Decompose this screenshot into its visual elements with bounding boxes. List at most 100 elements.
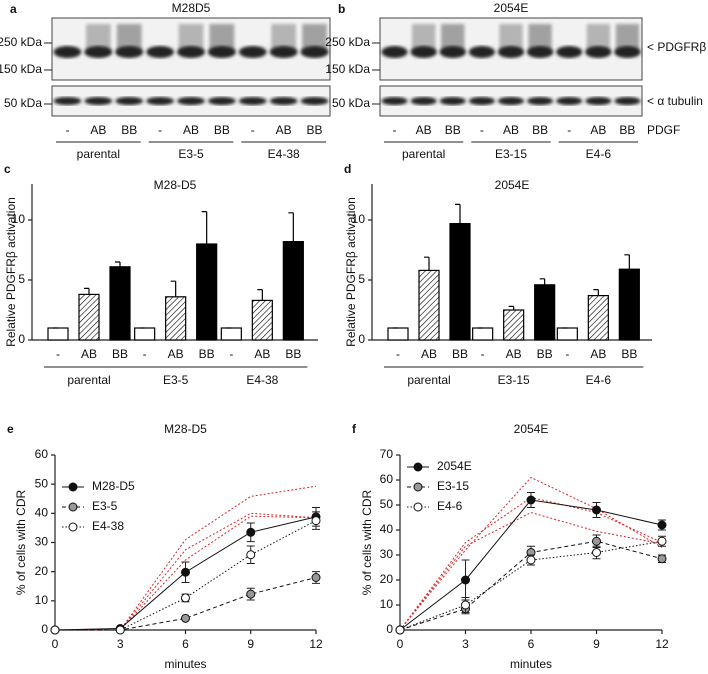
y-tick-label: 5 xyxy=(18,272,25,286)
marker xyxy=(246,589,256,599)
y-tick-label: 70 xyxy=(380,447,394,461)
bar xyxy=(109,266,131,341)
error-bar xyxy=(624,254,630,270)
bar xyxy=(220,327,242,341)
group-label: parental xyxy=(67,373,110,387)
marker xyxy=(311,516,321,526)
bar xyxy=(165,296,187,341)
lane-label: AB xyxy=(590,123,606,137)
marker-label: 150 kDa xyxy=(0,62,42,76)
error-bar xyxy=(593,289,599,296)
legend-marker xyxy=(68,522,78,532)
y-tick-label: 0 xyxy=(386,622,393,636)
x-tick-label: - xyxy=(565,347,569,361)
lane-label: AB xyxy=(276,123,292,137)
legend-marker xyxy=(413,482,423,492)
y-tick-label: 0 xyxy=(41,622,48,636)
bar xyxy=(449,223,471,341)
blot-band xyxy=(381,46,408,58)
y-tick-label: 30 xyxy=(380,547,394,561)
lane-label: BB xyxy=(121,123,137,137)
marker xyxy=(657,536,667,546)
legend-marker xyxy=(413,462,423,472)
series-line xyxy=(55,512,317,631)
x-tick-label: - xyxy=(229,347,233,361)
band-label: < PDGFRβ xyxy=(647,40,706,54)
lane-label: - xyxy=(158,123,162,137)
bar xyxy=(418,269,440,341)
x-tick-label: AB xyxy=(254,347,270,361)
blot-band xyxy=(207,46,236,58)
group-label: E3-5 xyxy=(178,147,204,161)
marker xyxy=(395,625,405,635)
marker xyxy=(461,600,470,610)
bar xyxy=(196,243,218,341)
marker xyxy=(526,555,536,565)
bar xyxy=(618,268,640,341)
marker xyxy=(592,536,601,546)
lane-label: BB xyxy=(619,123,635,137)
marker xyxy=(246,527,256,537)
x-axis-label: minutes xyxy=(510,657,552,671)
error-bar xyxy=(508,305,515,310)
x-tick-label: 6 xyxy=(182,637,189,651)
blot-band xyxy=(269,46,298,58)
blot-title: M28D5 xyxy=(172,1,211,15)
panel-letter: f xyxy=(352,422,357,436)
blot-band xyxy=(146,46,175,58)
marker xyxy=(181,593,190,603)
blot-smear xyxy=(615,24,640,54)
blot-band xyxy=(146,97,175,105)
y-tick-label: 20 xyxy=(35,564,49,578)
x-tick-label: 0 xyxy=(52,637,59,651)
group-label: E4-38 xyxy=(268,147,300,161)
lane-label: BB xyxy=(532,123,548,137)
y-tick-label: 10 xyxy=(35,593,49,607)
group-label: parental xyxy=(402,147,445,161)
blot-band xyxy=(84,46,113,58)
blot-band xyxy=(439,46,466,58)
blot-smear xyxy=(499,24,523,54)
error-bar xyxy=(84,287,90,295)
error-bar xyxy=(455,203,461,224)
blot-band xyxy=(468,46,495,58)
lane-label: BB xyxy=(214,123,230,137)
lane-label: - xyxy=(251,123,255,137)
x-tick-label: 6 xyxy=(528,637,535,651)
marker xyxy=(50,625,60,635)
lane-label: - xyxy=(65,123,69,137)
x-tick-label: BB xyxy=(537,347,553,361)
bar xyxy=(556,327,578,341)
error-bar xyxy=(424,256,430,271)
panel-letter: d xyxy=(344,162,351,176)
lane-label: - xyxy=(393,123,397,137)
group-label: parental xyxy=(407,373,450,387)
x-tick-label: BB xyxy=(452,347,468,361)
blot-band xyxy=(177,46,205,58)
lane-label: BB xyxy=(307,123,323,137)
legend-label: E3-15 xyxy=(437,479,469,493)
lane-label: - xyxy=(480,123,484,137)
legend-label: E4-38 xyxy=(92,519,124,533)
x-tick-label: AB xyxy=(506,347,522,361)
marker-label: 150 kDa xyxy=(325,62,370,76)
blot-band xyxy=(238,46,267,58)
y-tick-label: 30 xyxy=(35,535,49,549)
marker xyxy=(526,495,536,505)
x-tick-label: BB xyxy=(112,347,128,361)
blot-band xyxy=(439,97,466,105)
blot-band xyxy=(497,97,525,105)
marker xyxy=(311,573,321,582)
bar xyxy=(534,284,556,341)
marker xyxy=(592,505,601,515)
error-bar xyxy=(201,211,208,244)
blot-band xyxy=(614,97,641,105)
lane-label: - xyxy=(567,123,571,137)
marker xyxy=(181,613,190,623)
chart-title: M28-D5 xyxy=(154,178,197,192)
band-label: < α tubulin xyxy=(647,94,703,108)
legend-label: E3-5 xyxy=(92,499,118,513)
error-bar xyxy=(257,289,263,301)
error-bar xyxy=(170,280,177,297)
blot-band xyxy=(468,97,495,105)
